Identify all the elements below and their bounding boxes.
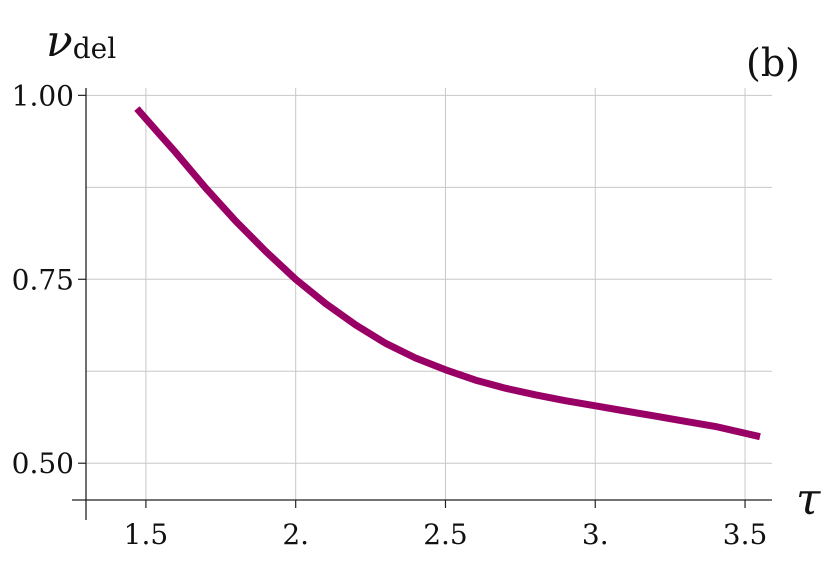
x-tick-label: 1.5 xyxy=(124,518,169,551)
y-tick-label: 0.75 xyxy=(12,263,74,296)
x-tick-label: 2.5 xyxy=(423,518,468,551)
series-line xyxy=(134,106,761,441)
series-layer xyxy=(134,106,761,441)
y-tick-label: 0.50 xyxy=(12,447,74,480)
y-tick-label: 1.00 xyxy=(12,79,74,112)
y-axis-label-symbol: ν xyxy=(46,16,73,67)
panel-label: (b) xyxy=(746,41,800,85)
x-tick-label: 3. xyxy=(582,518,609,551)
y-axis-label: νdel xyxy=(46,16,116,67)
x-axis-label: τ xyxy=(796,474,821,525)
x-tick-label: 3.5 xyxy=(723,518,768,551)
grid-lines xyxy=(86,88,772,500)
x-tick-label: 2. xyxy=(282,518,309,551)
axes xyxy=(72,88,772,520)
tick-labels: 1.5 2. 2.5 3. 3.5 0.50 0.75 1.00 xyxy=(12,79,768,551)
y-axis-label-subscript: del xyxy=(73,32,116,65)
